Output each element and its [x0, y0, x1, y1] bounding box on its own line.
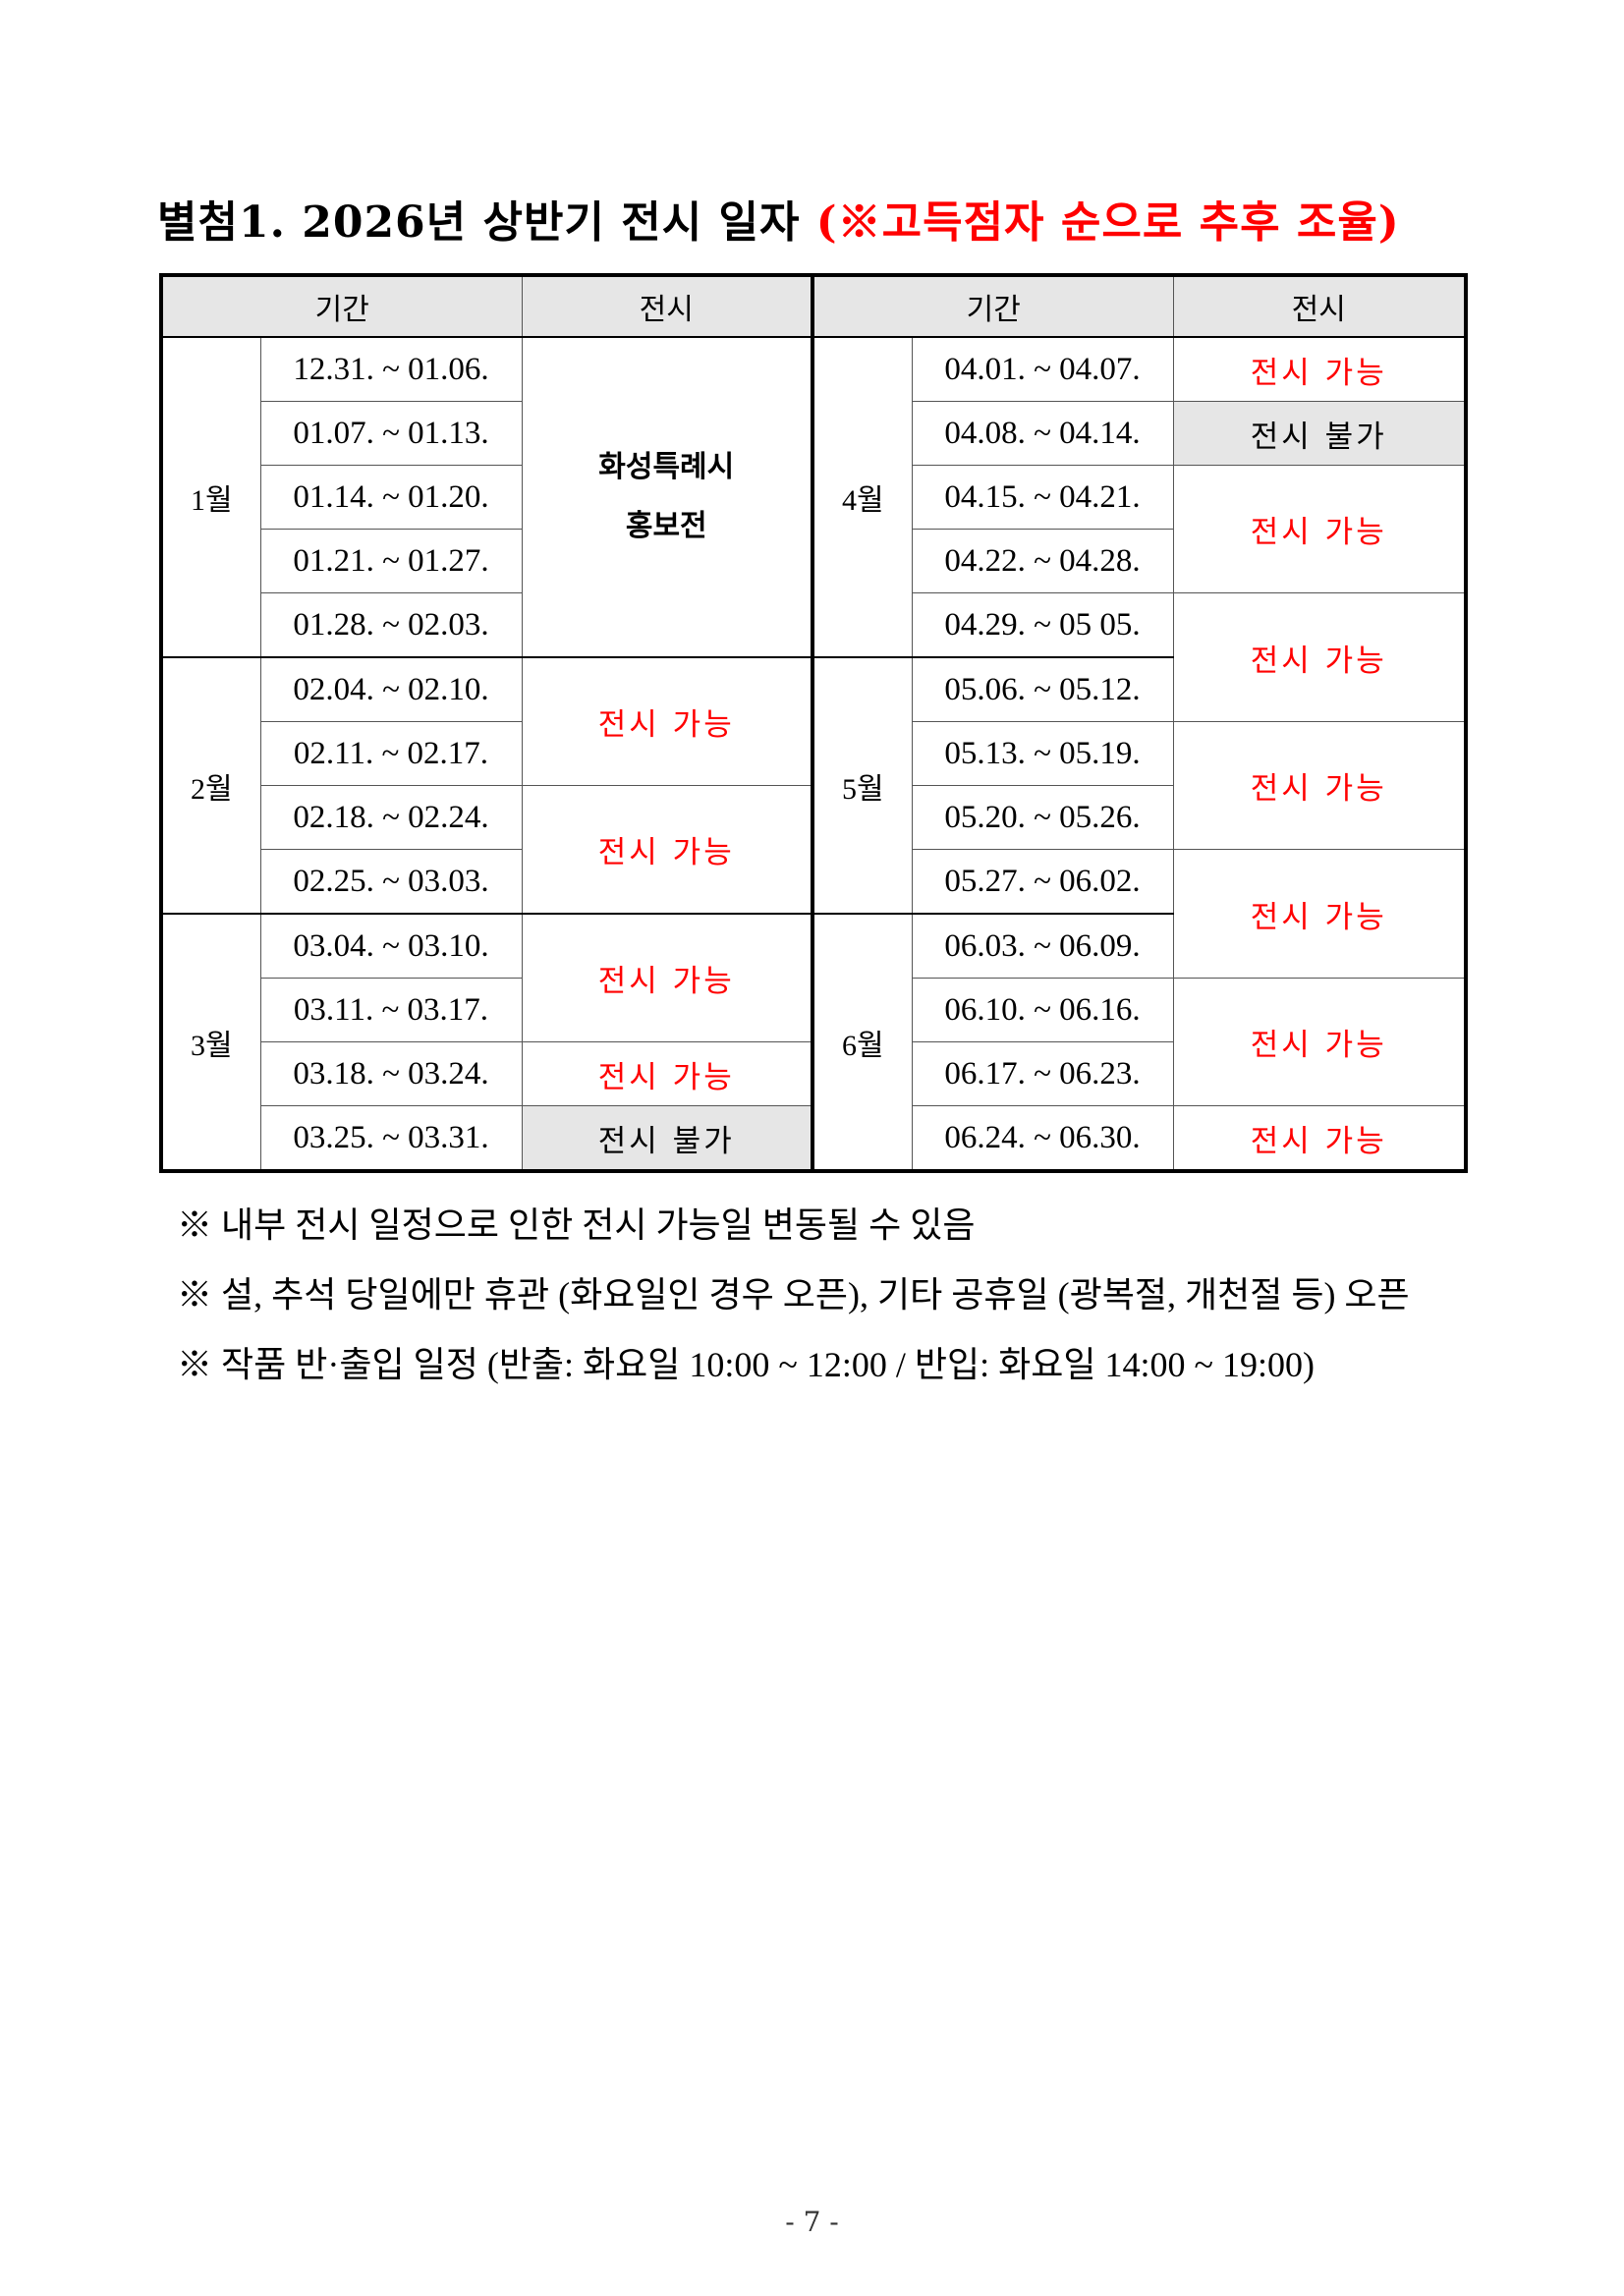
title-note: (※고득점자 순으로 추후 조율): [815, 197, 1400, 248]
status-available: 전시 가능: [1172, 978, 1467, 1106]
status-available: 전시 가능: [1172, 1105, 1467, 1172]
status-available: 전시 가능: [521, 913, 813, 1042]
table-row: 03.18. ~ 03.24. 전시 가능 06.17. ~ 06.23.: [161, 1041, 1466, 1106]
table-row: 01.28. ~ 02.03. 04.29. ~ 05 05. 전시 가능: [161, 592, 1467, 722]
note-holidays: ※ 설, 추석 당일에만 휴관 (화요일인 경우 오픈), 기타 공휴일 (광복…: [177, 1275, 1410, 1315]
period-cell: 05.20. ~ 05.26.: [911, 785, 1174, 850]
page-number: - 7 -: [785, 2206, 839, 2238]
status-available: 전시 가능: [521, 656, 813, 786]
month-label: 6월: [811, 913, 913, 1172]
period-cell: 04.15. ~ 04.21.: [911, 465, 1174, 530]
table-row: 3월 03.04. ~ 03.10. 전시 가능 6월 06.03. ~ 06.…: [160, 913, 1466, 1172]
status-available: 전시 가능: [1172, 465, 1467, 593]
promo-line: 화성특례시: [598, 450, 735, 484]
table-row: 01.07. ~ 01.13. 04.08. ~ 04.14. 전시 불가: [161, 401, 1467, 466]
status-unavailable: 전시 불가: [521, 1105, 813, 1172]
header-period: 기간: [160, 274, 523, 338]
period-cell: 02.25. ~ 03.03.: [259, 849, 523, 915]
note-schedule-change: ※ 내부 전시 일정으로 인한 전시 가능일 변동될 수 있음: [177, 1205, 976, 1245]
period-cell: 01.21. ~ 01.27.: [259, 529, 523, 593]
period-cell: 01.14. ~ 01.20.: [259, 465, 523, 530]
table-row: 2월 02.04. ~ 02.10. 전시 가능 5월 05.06. ~ 05.…: [160, 656, 1466, 915]
table-row: 03.25. ~ 03.31. 전시 불가 06.24. ~ 06.30. 전시…: [161, 1105, 1467, 1172]
status-available: 전시 가능: [1172, 592, 1467, 722]
header-period: 기간: [811, 274, 1174, 338]
period-cell: 04.01. ~ 04.07.: [911, 336, 1174, 402]
header-exhibit: 전시: [521, 274, 813, 338]
period-cell: 05.27. ~ 06.02.: [911, 849, 1174, 915]
period-cell: 12.31. ~ 01.06.: [259, 336, 523, 402]
month-label: 2월: [160, 656, 261, 915]
period-cell: 01.28. ~ 02.03.: [259, 592, 523, 658]
table-row: 02.25. ~ 03.03. 05.27. ~ 06.02. 전시 가능: [161, 849, 1467, 979]
table-row: 01.21. ~ 01.27. 04.22. ~ 04.28.: [161, 529, 1466, 593]
status-available: 전시 가능: [1172, 721, 1467, 850]
note-artwork-transport: ※ 작품 반·출입 일정 (반출: 화요일 10:00 ~ 12:00 / 반입…: [177, 1345, 1315, 1384]
period-cell: 05.13. ~ 05.19.: [911, 721, 1174, 786]
status-available: 전시 가능: [1172, 849, 1467, 979]
period-cell: 03.25. ~ 03.31.: [259, 1105, 523, 1172]
month-label: 3월: [160, 913, 261, 1172]
table-row: 03.11. ~ 03.17. 06.10. ~ 06.16. 전시 가능: [161, 978, 1467, 1106]
period-cell: 06.24. ~ 06.30.: [911, 1105, 1174, 1172]
status-available: 전시 가능: [1172, 336, 1467, 402]
period-cell: 03.11. ~ 03.17.: [259, 978, 523, 1042]
table-row: 02.11. ~ 02.17. 05.13. ~ 05.19. 전시 가능: [161, 721, 1467, 850]
month-label: 5월: [811, 656, 913, 915]
period-cell: 02.04. ~ 02.10.: [259, 656, 523, 722]
title-main: 별첨1. 2026년 상반기 전시 일자: [157, 197, 816, 248]
table-header-row: 기간 전시 기간 전시: [160, 274, 1467, 338]
header-exhibit: 전시: [1172, 274, 1467, 338]
period-cell: 02.18. ~ 02.24.: [259, 785, 523, 850]
month-label: 4월: [811, 336, 913, 658]
period-cell: 06.10. ~ 06.16.: [911, 978, 1174, 1042]
period-cell: 03.04. ~ 03.10.: [259, 913, 523, 979]
page-title: 별첨1. 2026년 상반기 전시 일자 (※고득점자 순으로 추후 조율): [157, 187, 1400, 250]
period-cell: 06.17. ~ 06.23.: [911, 1041, 1174, 1106]
table-row: 01.14. ~ 01.20. 04.15. ~ 04.21. 전시 가능: [161, 465, 1467, 593]
status-available: 전시 가능: [521, 1041, 813, 1106]
status-available: 전시 가능: [521, 785, 813, 915]
period-cell: 04.08. ~ 04.14.: [911, 401, 1174, 466]
promo-line: 홍보전: [625, 509, 707, 543]
period-cell: 03.18. ~ 03.24.: [259, 1041, 523, 1106]
period-cell: 04.22. ~ 04.28.: [911, 529, 1174, 593]
period-cell: 06.03. ~ 06.09.: [911, 913, 1174, 979]
period-cell: 05.06. ~ 05.12.: [911, 656, 1174, 722]
period-cell: 04.29. ~ 05 05.: [911, 592, 1174, 658]
table-row: 02.18. ~ 02.24. 전시 가능 05.20. ~ 05.26.: [161, 785, 1466, 915]
period-cell: 01.07. ~ 01.13.: [259, 401, 523, 466]
period-cell: 02.11. ~ 02.17.: [259, 721, 523, 786]
month-label: 1월: [160, 336, 261, 658]
status-unavailable: 전시 불가: [1172, 401, 1467, 466]
